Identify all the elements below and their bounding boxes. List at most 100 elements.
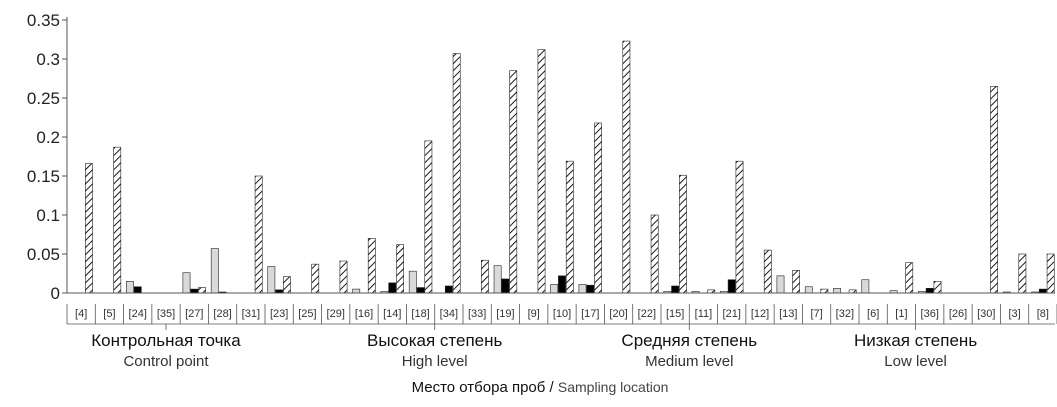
y-tick-label: 0 (51, 284, 60, 303)
y-tick-label: 0.1 (36, 206, 60, 225)
bar-series-1 (833, 288, 841, 294)
bar-series-3 (905, 262, 914, 294)
x-tick-label: [24] (129, 308, 147, 320)
group-label-ru: Контрольная точка (91, 331, 241, 350)
x-tick-label: [7] (810, 308, 822, 320)
bar-series-3 (198, 287, 206, 294)
x-tick-label: [33] (468, 308, 486, 320)
bar-series-3 (481, 259, 489, 294)
y-tick-label: 0.2 (36, 128, 60, 147)
bar-series-3 (735, 160, 744, 294)
bar-series-2 (925, 288, 934, 294)
x-tick-label: [10] (553, 308, 571, 320)
x-tick-label: [27] (185, 308, 203, 320)
bar-series-3 (820, 288, 829, 294)
bar-series-2 (133, 286, 142, 294)
x-tick-label: [22] (638, 308, 656, 320)
x-tick-label: [14] (383, 308, 401, 320)
bar-series-1 (776, 275, 785, 294)
bar-series-3 (367, 238, 376, 294)
x-axis: [4] [5] [24] [35] [27] [28] [31] [23] [25] [29] [1… (66, 292, 1057, 325)
bar-series-3 (594, 122, 602, 294)
bar-series-2 (1038, 288, 1047, 294)
bar-series-2 (416, 287, 425, 294)
x-tick-label: [29] (327, 308, 345, 320)
y-tick-label: 0.3 (36, 50, 60, 69)
y-tick-label: 0.05 (27, 245, 60, 264)
x-tick-label: [23] (270, 308, 288, 320)
group-label-ru: Низкая степень (854, 331, 977, 350)
bar-series-3 (990, 86, 998, 294)
x-axis-label-ru: Место отбора проб (412, 379, 546, 396)
bar-series-3 (679, 174, 687, 294)
bar-series-3 (113, 146, 122, 294)
bar-series-1 (126, 280, 134, 294)
bar-series-3 (452, 53, 461, 294)
bar-series-1 (408, 270, 417, 294)
x-axis-label-sep: / (545, 379, 558, 396)
y-axis: 0 0.05 0.1 0.15 0.2 0.25 0.3 0.35 (27, 11, 68, 303)
bar-series-1 (210, 248, 219, 294)
group-label-en: Medium level (645, 353, 733, 370)
x-axis-label-en: Sampling location (558, 379, 669, 395)
x-tick-label: [5] (103, 308, 115, 320)
x-tick-label: [16] (355, 308, 373, 320)
x-tick-label: [12] (751, 308, 769, 320)
bar-series-2 (727, 279, 736, 294)
x-tick-label: [25] (298, 308, 316, 320)
bar-series-3 (537, 49, 546, 294)
x-tick-label: [1] (895, 308, 907, 320)
x-tick-label: [36] (921, 308, 939, 320)
bar-series-3 (763, 249, 772, 294)
bar-series-1 (804, 286, 813, 294)
x-tick-label: [26] (949, 308, 967, 320)
x-axis-label: Место отбора проб / Sampling location (412, 379, 669, 396)
bar-series-1 (493, 265, 502, 294)
group-labels: Контрольная точка Control point Высокая ст… (91, 324, 977, 370)
x-tick-label: [6] (867, 308, 879, 320)
bar-series-3 (1018, 253, 1027, 294)
bar-series-3 (85, 163, 93, 294)
group-label-en: Low level (884, 353, 947, 370)
group-label-en: High level (402, 353, 468, 370)
bar-series-3 (509, 70, 518, 294)
y-tick-label: 0.15 (27, 167, 60, 186)
x-tick-label: [9] (528, 308, 540, 320)
bar-series-3 (1046, 253, 1055, 294)
bar-series-2 (444, 285, 453, 294)
bar-series-3 (339, 260, 348, 294)
x-tick-label: [35] (157, 308, 175, 320)
bar-series-3 (792, 270, 800, 294)
y-tick-label: 0.25 (27, 89, 60, 108)
bar-series-1 (861, 279, 870, 294)
bar-series-1 (267, 266, 276, 294)
bar-series-2 (501, 278, 510, 294)
bar-series-1 (182, 272, 191, 294)
bar-series-1 (352, 288, 361, 294)
bar-series-2 (586, 284, 595, 294)
x-tick-label: [20] (609, 308, 627, 320)
x-tick-label: [13] (779, 308, 797, 320)
x-tick-label: [34] (440, 308, 458, 320)
x-tick-label: [32] (836, 308, 854, 320)
x-tick-label: [17] (581, 308, 599, 320)
bar-series-3 (311, 263, 320, 294)
bar-series-3 (650, 214, 659, 294)
bar-series-1 (578, 284, 587, 294)
bar-series-2 (190, 288, 199, 294)
bar-series-3 (396, 244, 404, 294)
bar-series-3 (254, 175, 263, 294)
bar-series-3 (933, 280, 942, 294)
y-tick-label: 0.35 (27, 11, 60, 30)
group-label-ru: Средняя степень (621, 331, 757, 350)
x-tick-label: [18] (411, 308, 429, 320)
x-tick-label: [30] (977, 308, 995, 320)
bar-series-1 (550, 284, 559, 294)
x-tick-label: [11] (695, 308, 713, 320)
bar-series-3 (565, 160, 574, 294)
x-tick-label: [4] (75, 308, 87, 320)
bars (85, 40, 1055, 294)
group-label-ru: Высокая степень (367, 331, 502, 350)
x-tick-label: [28] (213, 308, 231, 320)
